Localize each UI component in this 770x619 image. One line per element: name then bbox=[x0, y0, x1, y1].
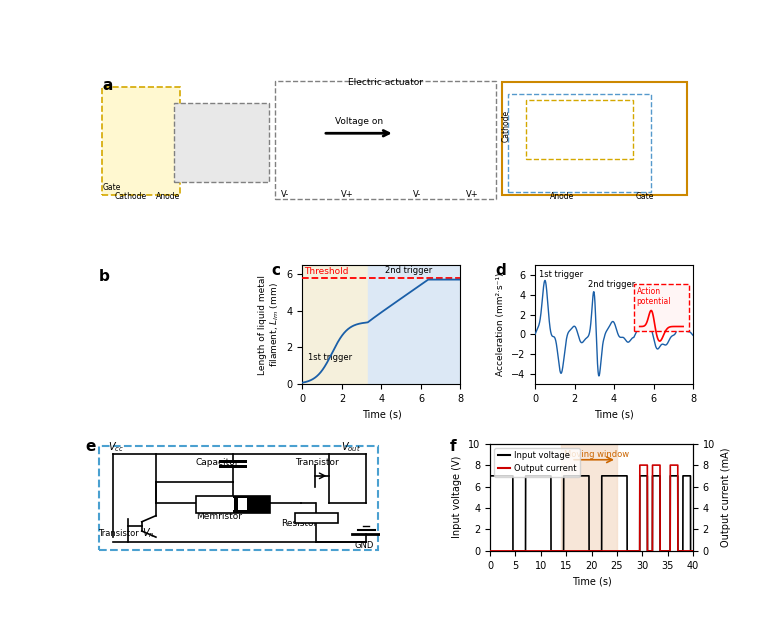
Text: 1st trigger: 1st trigger bbox=[309, 353, 353, 362]
Bar bbox=[526, 100, 633, 160]
Bar bbox=[226, 498, 234, 510]
X-axis label: Time (s): Time (s) bbox=[362, 409, 401, 419]
Text: 1st trigger: 1st trigger bbox=[539, 270, 583, 279]
Bar bbox=[508, 94, 651, 193]
Text: Action
potential: Action potential bbox=[637, 287, 671, 306]
Bar bbox=[367, 265, 460, 384]
Text: $V_{out}$: $V_{out}$ bbox=[340, 439, 360, 454]
Bar bbox=[239, 498, 247, 510]
Bar bbox=[174, 103, 270, 182]
Text: Voltage on: Voltage on bbox=[335, 117, 383, 126]
Bar bbox=[102, 87, 180, 195]
Bar bbox=[99, 446, 377, 550]
Legend: Input voltage, Output current: Input voltage, Output current bbox=[494, 448, 580, 477]
X-axis label: Time (s): Time (s) bbox=[594, 409, 634, 419]
Text: $V_{cc}$: $V_{cc}$ bbox=[108, 439, 124, 454]
Text: e: e bbox=[85, 439, 95, 454]
Text: Memristor: Memristor bbox=[196, 512, 242, 521]
Bar bbox=[634, 284, 689, 331]
Text: b: b bbox=[99, 269, 110, 284]
Y-axis label: Acceleration (mm²·s⁻¹): Acceleration (mm²·s⁻¹) bbox=[497, 273, 505, 376]
Text: Resistor: Resistor bbox=[281, 519, 317, 529]
Y-axis label: Input voltage (V): Input voltage (V) bbox=[453, 456, 463, 539]
Text: Cathode: Cathode bbox=[502, 110, 511, 142]
Text: Moving window: Moving window bbox=[564, 449, 629, 459]
Text: Electric actuator: Electric actuator bbox=[348, 78, 424, 87]
Text: V+: V+ bbox=[341, 191, 353, 199]
Bar bbox=[295, 513, 338, 523]
Bar bbox=[196, 496, 270, 513]
Bar bbox=[233, 496, 270, 513]
Text: Capacitor: Capacitor bbox=[196, 458, 239, 467]
Text: c: c bbox=[271, 262, 280, 277]
Text: Gate: Gate bbox=[102, 183, 121, 192]
Text: Transistor: Transistor bbox=[295, 458, 339, 467]
Y-axis label: Output current (mA): Output current (mA) bbox=[721, 448, 731, 547]
Text: Anode: Anode bbox=[156, 192, 180, 201]
Text: d: d bbox=[496, 262, 507, 277]
Text: 2nd trigger: 2nd trigger bbox=[588, 280, 635, 289]
Text: Cathode: Cathode bbox=[114, 192, 146, 201]
Text: a: a bbox=[102, 78, 112, 93]
Text: V+: V+ bbox=[467, 191, 479, 199]
Bar bbox=[276, 81, 496, 199]
Text: Threshold: Threshold bbox=[304, 267, 349, 275]
Text: 2nd trigger: 2nd trigger bbox=[386, 266, 433, 275]
Y-axis label: Length of liquid metal
filament, $L_{lm}$ (mm): Length of liquid metal filament, $L_{lm}… bbox=[258, 274, 281, 374]
Text: Anode: Anode bbox=[550, 192, 574, 201]
Text: V-: V- bbox=[413, 191, 420, 199]
Bar bbox=[561, 444, 617, 551]
Text: f: f bbox=[450, 439, 456, 454]
Text: Gate: Gate bbox=[636, 192, 654, 201]
Text: V-: V- bbox=[281, 191, 290, 199]
Bar bbox=[502, 82, 687, 195]
Text: Transistor: Transistor bbox=[98, 529, 139, 539]
X-axis label: Time (s): Time (s) bbox=[571, 576, 611, 586]
Text: GND: GND bbox=[355, 541, 374, 550]
Text: $V_n$: $V_n$ bbox=[142, 526, 154, 540]
Bar bbox=[303, 265, 367, 384]
